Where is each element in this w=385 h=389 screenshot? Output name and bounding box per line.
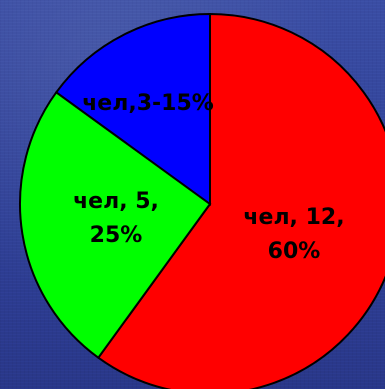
pie-slice-label-line-0-1: 60%	[268, 239, 321, 264]
pie-slice-label-2: чел,3-15%	[82, 91, 214, 116]
pie-slice-label-line-1-0: чел, 5,	[73, 189, 159, 214]
pie-slice-label-0: чел, 12, 60%	[243, 205, 344, 264]
pie-slice-label-1: чел, 5, 25%	[73, 189, 159, 248]
pie-slices	[19, 12, 385, 389]
pie-slice-0	[96, 12, 385, 389]
pie-slice-label-line-1-1: 25%	[90, 223, 143, 248]
pie-labels: чел, 12, 60% чел, 5, 25% чел,3-15%	[73, 91, 344, 264]
pie-slice-label-line-2-0: чел,3-15%	[82, 91, 214, 116]
pie-slice-1	[19, 90, 212, 360]
pie-slice-2	[54, 12, 211, 206]
pie-slice-label-line-0-0: чел, 12,	[243, 205, 344, 230]
